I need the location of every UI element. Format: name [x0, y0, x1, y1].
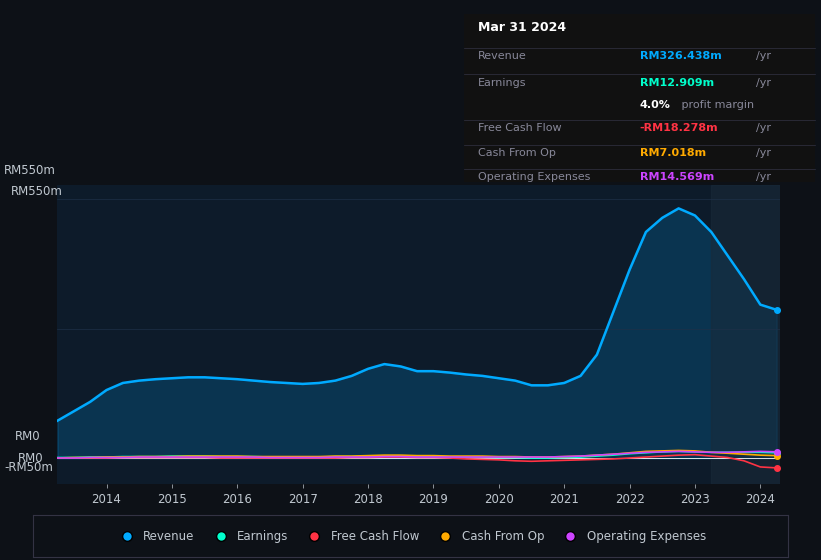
Bar	[711, 185, 780, 484]
Legend: Revenue, Earnings, Free Cash Flow, Cash From Op, Operating Expenses: Revenue, Earnings, Free Cash Flow, Cash …	[110, 525, 711, 548]
Text: Free Cash Flow: Free Cash Flow	[478, 123, 562, 133]
Text: profit margin: profit margin	[678, 100, 754, 110]
Text: RM14.569m: RM14.569m	[640, 172, 713, 182]
Text: RM12.909m: RM12.909m	[640, 78, 713, 88]
Text: /yr: /yr	[755, 51, 771, 61]
Text: /yr: /yr	[755, 123, 771, 133]
Text: /yr: /yr	[755, 78, 771, 88]
Text: -RM50m: -RM50m	[4, 461, 53, 474]
Text: RM550m: RM550m	[4, 164, 56, 178]
Text: Mar 31 2024: Mar 31 2024	[478, 21, 566, 34]
Text: RM550m: RM550m	[11, 185, 62, 198]
Text: /yr: /yr	[755, 148, 771, 158]
Text: RM326.438m: RM326.438m	[640, 51, 722, 61]
Text: /yr: /yr	[755, 172, 771, 182]
Text: Cash From Op: Cash From Op	[478, 148, 556, 158]
Text: RM7.018m: RM7.018m	[640, 148, 706, 158]
Text: Revenue: Revenue	[478, 51, 526, 61]
Text: Operating Expenses: Operating Expenses	[478, 172, 590, 182]
Text: RM0: RM0	[18, 452, 44, 465]
Text: 4.0%: 4.0%	[640, 100, 671, 110]
Text: Earnings: Earnings	[478, 78, 526, 88]
Text: -RM18.278m: -RM18.278m	[640, 123, 718, 133]
Text: RM0: RM0	[15, 430, 40, 444]
